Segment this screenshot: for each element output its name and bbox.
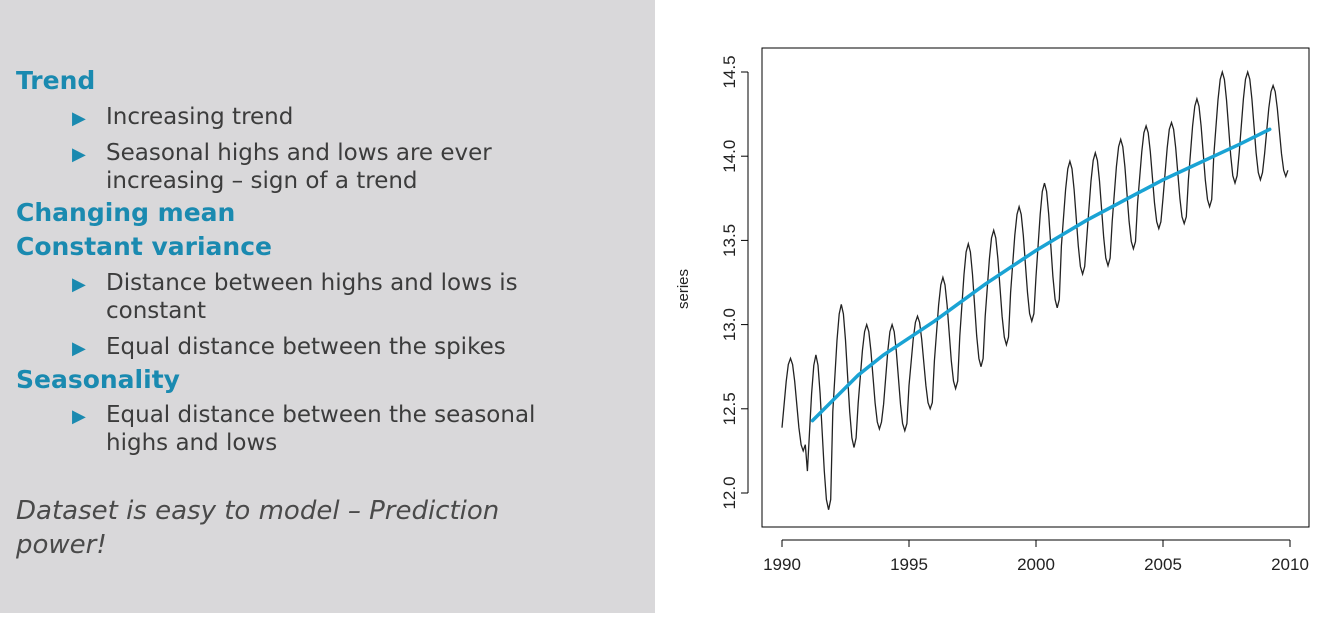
bullet-text: Increasing trend (106, 104, 294, 130)
text-panel: Trend ▶ Increasing trend ▶ Seasonal high… (0, 0, 655, 613)
bullet-seasonal-highs-lows: ▶ Seasonal highs and lows are ever incre… (72, 139, 552, 195)
heading-seasonality: Seasonality (16, 365, 180, 394)
conclusion-text: Dataset is easy to model – Prediction po… (16, 496, 500, 560)
x-tick-label: 1990 (763, 555, 801, 574)
y-tick-label: 13.5 (720, 224, 739, 257)
bullet-text: Equal distance between the spikes (106, 334, 506, 360)
y-tick-label: 13.0 (720, 308, 739, 341)
bullet-equal-distance-seasonal: ▶ Equal distance between the seasonal hi… (72, 401, 592, 457)
triangle-right-icon: ▶ (72, 274, 86, 295)
x-tick-label: 2000 (1017, 555, 1055, 574)
bullet-distance-highs-lows: ▶ Distance between highs and lows is con… (72, 269, 572, 325)
y-axis-label: series (675, 269, 692, 309)
bullet-equal-distance-spikes: ▶ Equal distance between the spikes (72, 333, 592, 361)
x-tick-label: 2005 (1144, 555, 1182, 574)
chart-panel: 1990 1995 2000 2005 2010 12.0 12.5 13.0 13.5 14.0… (655, 0, 1327, 613)
trend-line (810, 127, 1272, 423)
plot-frame (761, 47, 1310, 528)
heading-constant-variance: Constant variance (16, 232, 272, 261)
heading-trend: Trend (16, 66, 96, 95)
triangle-right-icon: ▶ (72, 406, 86, 427)
triangle-right-icon: ▶ (72, 108, 86, 129)
triangle-right-icon: ▶ (72, 144, 86, 165)
bullet-text: Equal distance between the seasonal high… (106, 402, 536, 456)
y-tick-label: 14.5 (720, 55, 739, 88)
bullet-text: Seasonal highs and lows are ever increas… (106, 140, 492, 194)
series-line (781, 69, 1289, 510)
x-tick-label: 2010 (1271, 555, 1309, 574)
heading-changing-mean: Changing mean (16, 198, 236, 227)
bullet-increasing-trend: ▶ Increasing trend (72, 103, 592, 131)
time-series-chart: 1990 1995 2000 2005 2010 12.0 12.5 13.0 13.5 14.0… (675, 47, 1310, 574)
bullet-text: Distance between highs and lows is const… (106, 270, 518, 324)
y-tick-label: 14.0 (720, 140, 739, 173)
x-tick-label: 1995 (890, 555, 928, 574)
triangle-right-icon: ▶ (72, 338, 86, 359)
y-tick-label: 12.0 (720, 476, 739, 509)
y-tick-label: 12.5 (720, 392, 739, 425)
